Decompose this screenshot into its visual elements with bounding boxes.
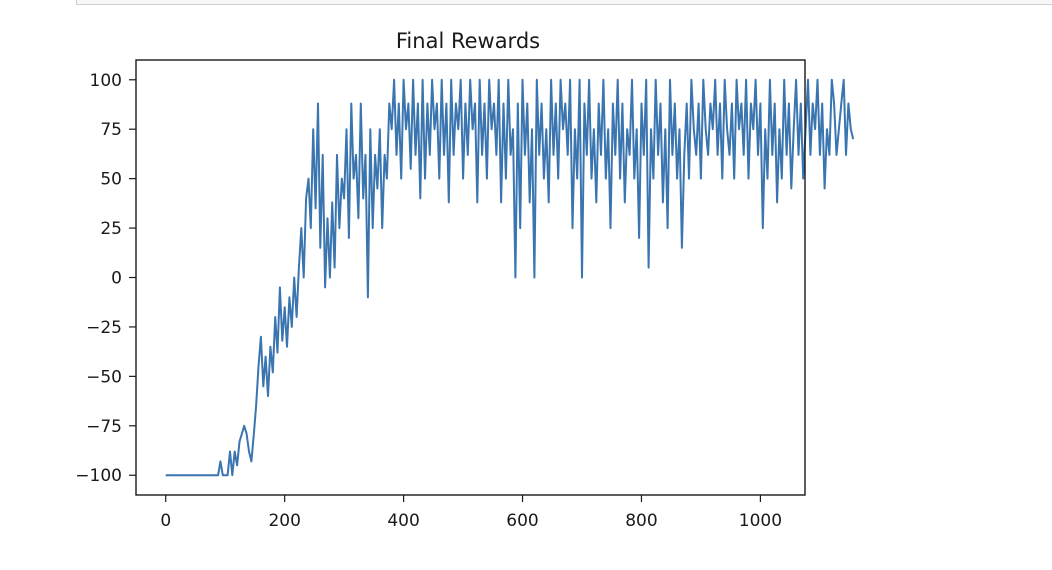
plot-area: [165, 78, 855, 477]
y-axis: 100 75 50 25 0 −25 −50 −75 −100: [75, 71, 136, 486]
y-tick-label: 25: [100, 219, 122, 239]
series-line-1: [165, 78, 855, 477]
y-tick-label: −50: [86, 367, 122, 387]
y-tick-label: 0: [111, 269, 122, 289]
y-tick-label: 75: [100, 120, 122, 140]
x-tick-label: 1000: [739, 511, 782, 531]
x-tick-label: 800: [625, 511, 657, 531]
x-tick-label: 400: [387, 511, 419, 531]
y-tick-label: −100: [75, 466, 122, 486]
x-tick-label: 0: [160, 511, 171, 531]
y-tick-label: 50: [100, 170, 122, 190]
notebook-cell-border: [76, 0, 1052, 5]
y-tick-label: −75: [86, 417, 122, 437]
x-tick-label: 200: [268, 511, 300, 531]
chart-title: Final Rewards: [396, 29, 540, 53]
y-tick-label: 100: [90, 71, 122, 91]
y-tick-label: −25: [86, 318, 122, 338]
x-axis: 0 200 400 600 800 1000: [160, 495, 782, 531]
x-tick-label: 600: [506, 511, 538, 531]
